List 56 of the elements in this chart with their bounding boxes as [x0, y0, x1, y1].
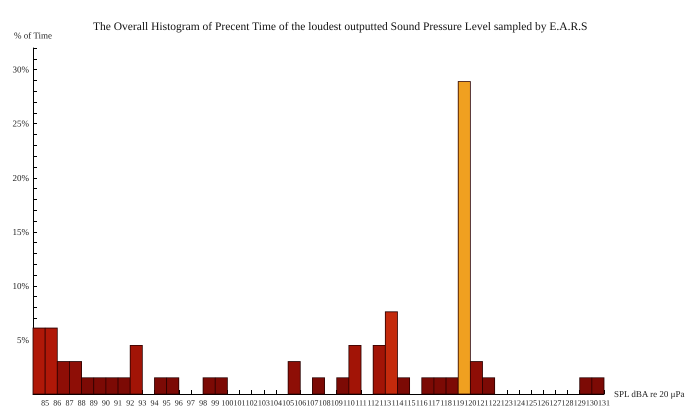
x-tick-label: 90 — [102, 398, 110, 408]
x-tick-label: 117 — [428, 398, 440, 408]
x-tick-label: 89 — [90, 398, 98, 408]
x-tick-label: 93 — [138, 398, 146, 408]
x-tick-label: 85 — [41, 398, 50, 408]
x-tick-label: 96 — [174, 398, 183, 408]
x-tick-label: 103 — [258, 398, 270, 408]
x-tick-label: 113 — [379, 398, 392, 408]
y-tick-label: 20% — [12, 172, 30, 183]
x-tick-label: 106 — [294, 398, 306, 408]
x-tick-label: 102 — [246, 398, 258, 408]
x-tick-label: 107 — [306, 398, 318, 408]
x-tick-label: 110 — [343, 398, 355, 408]
x-tick-label: 123 — [500, 398, 513, 408]
x-tick-label: 109 — [330, 398, 343, 408]
x-tick-label: 88 — [78, 398, 86, 408]
x-tick-label: 92 — [126, 398, 134, 408]
x-tick-label: 91 — [114, 398, 122, 408]
x-tick-label: 86 — [53, 398, 62, 408]
x-tick-label: 130 — [586, 398, 598, 408]
x-tick-label: 111 — [355, 398, 367, 408]
x-tick-label: 124 — [512, 398, 525, 408]
x-tick-label: 122 — [488, 398, 501, 408]
x-tick-label: 118 — [440, 398, 452, 408]
x-tick-label: 87 — [65, 398, 74, 408]
y-tick-label: 10% — [12, 280, 30, 291]
x-tick-label: 119 — [452, 398, 464, 408]
x-tick-label: 121 — [476, 398, 489, 408]
y-tick-label: 15% — [12, 226, 30, 237]
x-tick-label: 126 — [537, 398, 550, 408]
chart-title: The Overall Histogram of Precent Time of the loudest outputted Sound Pressure Level sampled by E.A.R.S — [93, 21, 588, 33]
x-tick-label: 98 — [199, 398, 208, 408]
y-tick-label: 5% — [17, 334, 30, 345]
x-tick-label: 115 — [404, 398, 416, 408]
x-tick-label: 114 — [392, 398, 404, 408]
y-axis-title: % of Time — [14, 30, 52, 40]
x-tick-label: 105 — [282, 398, 294, 408]
x-tick-label: 101 — [234, 398, 246, 408]
x-tick-label: 100 — [221, 398, 234, 408]
x-tick-label: 128 — [562, 398, 574, 408]
x-tick-label: 129 — [574, 398, 586, 408]
y-tick-label: 30% — [12, 64, 30, 75]
y-tick-label: 25% — [12, 118, 30, 129]
x-tick-label: 131 — [598, 398, 610, 408]
x-tick-label: 94 — [150, 398, 158, 408]
x-tick-label: 108 — [318, 398, 331, 408]
x-tick-label: 99 — [211, 398, 220, 408]
x-tick-label: 120 — [464, 398, 476, 408]
x-tick-label: 95 — [162, 398, 171, 408]
x-axis-title: SPL dBA re 20 μPa — [614, 389, 684, 399]
x-tick-label: 116 — [416, 398, 428, 408]
x-tick-label: 112 — [367, 398, 380, 408]
x-tick-label: 104 — [270, 398, 282, 408]
x-tick-label: 97 — [186, 398, 195, 408]
x-tick-label: 127 — [549, 398, 562, 408]
x-tick-label: 125 — [525, 398, 538, 408]
